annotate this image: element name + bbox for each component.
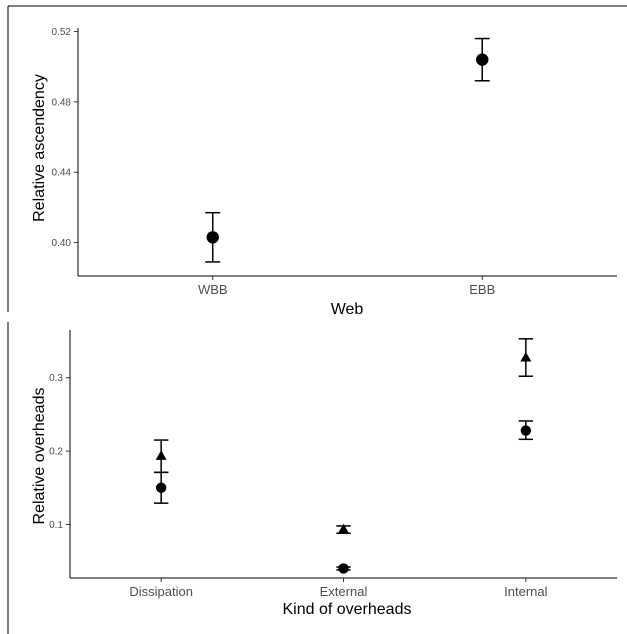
data-marks [205, 37, 490, 263]
data-point-triangle [155, 450, 167, 460]
y-tick-label: 0.40 [52, 238, 72, 249]
x-tick-label: Dissipation [129, 584, 193, 599]
y-tick-label: 0.52 [52, 27, 72, 38]
x-tick-label: Internal [504, 584, 547, 599]
data-marks [153, 338, 534, 574]
data-point-triangle [338, 523, 349, 534]
x-axis-title: Kind of overheads [283, 601, 412, 618]
data-point-circle [155, 482, 167, 493]
y-ticks: 0.40 0.44 0.48 0.52 [52, 27, 78, 249]
y-axis-title: Relative ascendency [31, 74, 48, 222]
x-axis-title: Web [331, 301, 364, 318]
x-tick-label: EBB [469, 282, 495, 297]
data-point-circle [520, 425, 532, 436]
y-tick-label: 0.3 [49, 373, 63, 384]
ascendency-panel: 0.40 0.44 0.48 0.52 WBB EBB Web Relative asc… [7, 5, 627, 318]
y-tick-label: 0.44 [52, 168, 72, 179]
data-point-circle [338, 563, 349, 574]
y-ticks: 0.1 0.2 0.3 [49, 373, 70, 531]
data-point-triangle [520, 351, 532, 362]
overheads-panel: 0.1 0.2 0.3 Dissipation External Internal Ki… [7, 322, 617, 634]
data-point-circle [206, 231, 219, 244]
y-axis-title: Relative overheads [31, 388, 48, 525]
y-tick-label: 0.2 [49, 447, 63, 458]
y-tick-label: 0.48 [52, 97, 72, 108]
data-point-circle [476, 53, 489, 66]
x-ticks: Dissipation External Internal [129, 578, 548, 599]
x-tick-label: External [320, 584, 368, 599]
y-tick-label: 0.1 [49, 520, 63, 531]
x-ticks: WBB EBB [198, 276, 495, 297]
x-tick-label: WBB [198, 282, 228, 297]
